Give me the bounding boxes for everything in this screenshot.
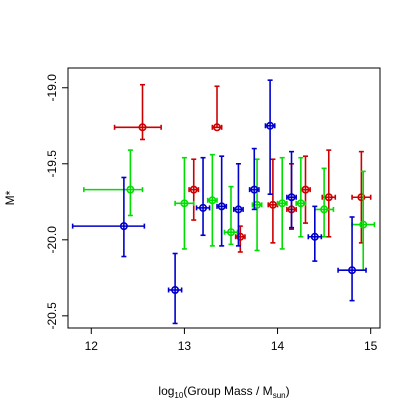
x-tick-label: 12 <box>85 339 99 353</box>
point-marker <box>234 205 243 214</box>
data-point <box>174 156 195 250</box>
point-marker <box>310 232 319 241</box>
data-point <box>71 176 146 258</box>
y-tick-label: -20.0 <box>45 226 59 254</box>
axes: 12 13 14 15 -19.0 -19.5 -20.0 -20.5 <box>45 74 378 353</box>
plot-frame <box>67 67 381 329</box>
data-marks <box>71 79 376 325</box>
data-point <box>113 83 162 141</box>
data-point <box>211 85 223 132</box>
data-point <box>276 156 288 250</box>
point-marker <box>278 199 287 208</box>
data-point <box>286 150 297 229</box>
data-point <box>223 185 239 246</box>
point-marker <box>180 199 189 208</box>
point-marker <box>320 205 329 214</box>
point-marker <box>171 285 180 294</box>
data-point <box>248 147 260 211</box>
point-marker <box>119 222 128 231</box>
data-point <box>167 252 183 325</box>
point-marker <box>359 220 368 229</box>
x-tick-label: 15 <box>364 339 378 353</box>
x-axis-label: log10(Group Mass / Msun) <box>158 384 289 400</box>
y-tick-label: -19.5 <box>45 150 59 178</box>
point-marker <box>213 123 222 132</box>
data-point <box>307 205 323 262</box>
data-point <box>251 158 263 252</box>
point-marker <box>296 199 305 208</box>
x-tick-label: 14 <box>271 339 285 353</box>
point-marker <box>208 196 217 205</box>
point-marker <box>301 185 310 194</box>
point-marker <box>199 203 208 212</box>
x-tick-label: 13 <box>178 339 192 353</box>
point-marker <box>250 185 259 194</box>
point-marker <box>348 266 357 275</box>
data-point <box>267 158 279 244</box>
data-point <box>295 156 307 238</box>
point-marker <box>287 193 296 202</box>
y-axis-label: M* <box>3 190 17 205</box>
data-point <box>83 149 144 217</box>
point-marker <box>357 193 366 202</box>
y-tick-label: -20.5 <box>45 302 59 330</box>
point-marker <box>226 228 235 237</box>
point-marker <box>138 123 147 132</box>
data-point <box>264 79 276 195</box>
data-point <box>232 162 244 247</box>
point-marker <box>236 232 245 241</box>
data-point <box>216 155 228 247</box>
point-marker <box>217 202 226 211</box>
data-point <box>206 153 218 247</box>
data-point <box>337 216 367 302</box>
point-marker <box>126 185 135 194</box>
data-point <box>188 158 200 221</box>
point-marker <box>189 185 198 194</box>
point-marker <box>266 121 275 130</box>
data-point <box>321 149 337 238</box>
y-tick-label: -19.0 <box>45 74 59 102</box>
point-marker <box>324 193 333 202</box>
point-marker <box>268 200 277 209</box>
data-point <box>195 156 211 237</box>
series-2 <box>71 79 367 325</box>
